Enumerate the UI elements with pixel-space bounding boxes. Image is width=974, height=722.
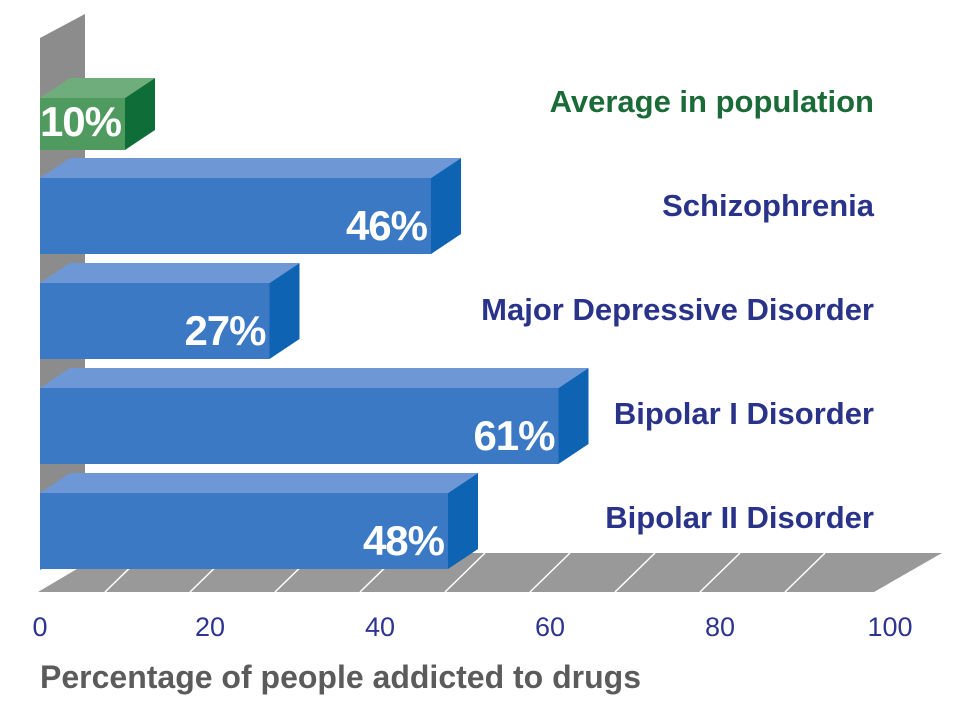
category-label: Major Depressive Disorder — [481, 292, 874, 327]
x-tick-label: 20 — [195, 612, 225, 642]
category-label: Bipolar I Disorder — [614, 396, 874, 431]
bar-top-face — [40, 263, 300, 283]
bar-0: 10% — [40, 78, 155, 150]
bar-value-label: 61% — [473, 412, 555, 459]
category-labels: Average in population Schizophrenia Major … — [481, 84, 875, 535]
bar-value-label: 48% — [363, 517, 445, 564]
bar-front-face — [40, 388, 559, 464]
x-axis-title: Percentage of people addicted to drugs — [40, 659, 641, 695]
bar-value-label: 27% — [184, 307, 266, 354]
x-tick-label: 40 — [365, 612, 395, 642]
floor-gridline — [699, 552, 741, 593]
x-tick-label: 100 — [867, 612, 912, 642]
bar-value-label: 46% — [346, 202, 428, 249]
bars: 10% 46% 27% 61% 48% — [40, 78, 589, 569]
bar-top-face — [40, 78, 155, 98]
floor-gridline — [614, 552, 656, 593]
bar-front-face — [40, 178, 431, 254]
bar-front-face — [40, 283, 270, 359]
x-tick-label: 80 — [705, 612, 735, 642]
bar-top-face — [40, 368, 589, 388]
floor-gridline — [529, 552, 571, 593]
x-tick-label: 0 — [32, 612, 47, 642]
bar-side-face — [558, 368, 589, 464]
bar-value-label: 10% — [40, 98, 122, 145]
x-axis-ticks: 0 20 40 60 80 100 — [32, 612, 912, 642]
bar-4: 48% — [40, 473, 478, 569]
bar-top-face — [40, 158, 461, 178]
bar-side-face — [448, 473, 478, 569]
bar-front-face — [40, 493, 448, 569]
bar-side-face — [269, 263, 300, 359]
bar-top-face — [40, 473, 478, 493]
bar-side-face — [125, 78, 155, 150]
bar-1: 46% — [40, 158, 461, 254]
floor-gridline — [444, 552, 486, 593]
category-label: Schizophrenia — [662, 188, 875, 223]
bar-3: 61% — [40, 368, 589, 464]
x-tick-label: 60 — [535, 612, 565, 642]
category-label: Average in population — [550, 84, 874, 119]
bar-2: 27% — [40, 263, 300, 359]
floor-gridline — [784, 552, 826, 593]
bar-front-face — [40, 98, 125, 150]
category-label: Bipolar II Disorder — [605, 500, 874, 535]
bar-side-face — [431, 158, 461, 254]
